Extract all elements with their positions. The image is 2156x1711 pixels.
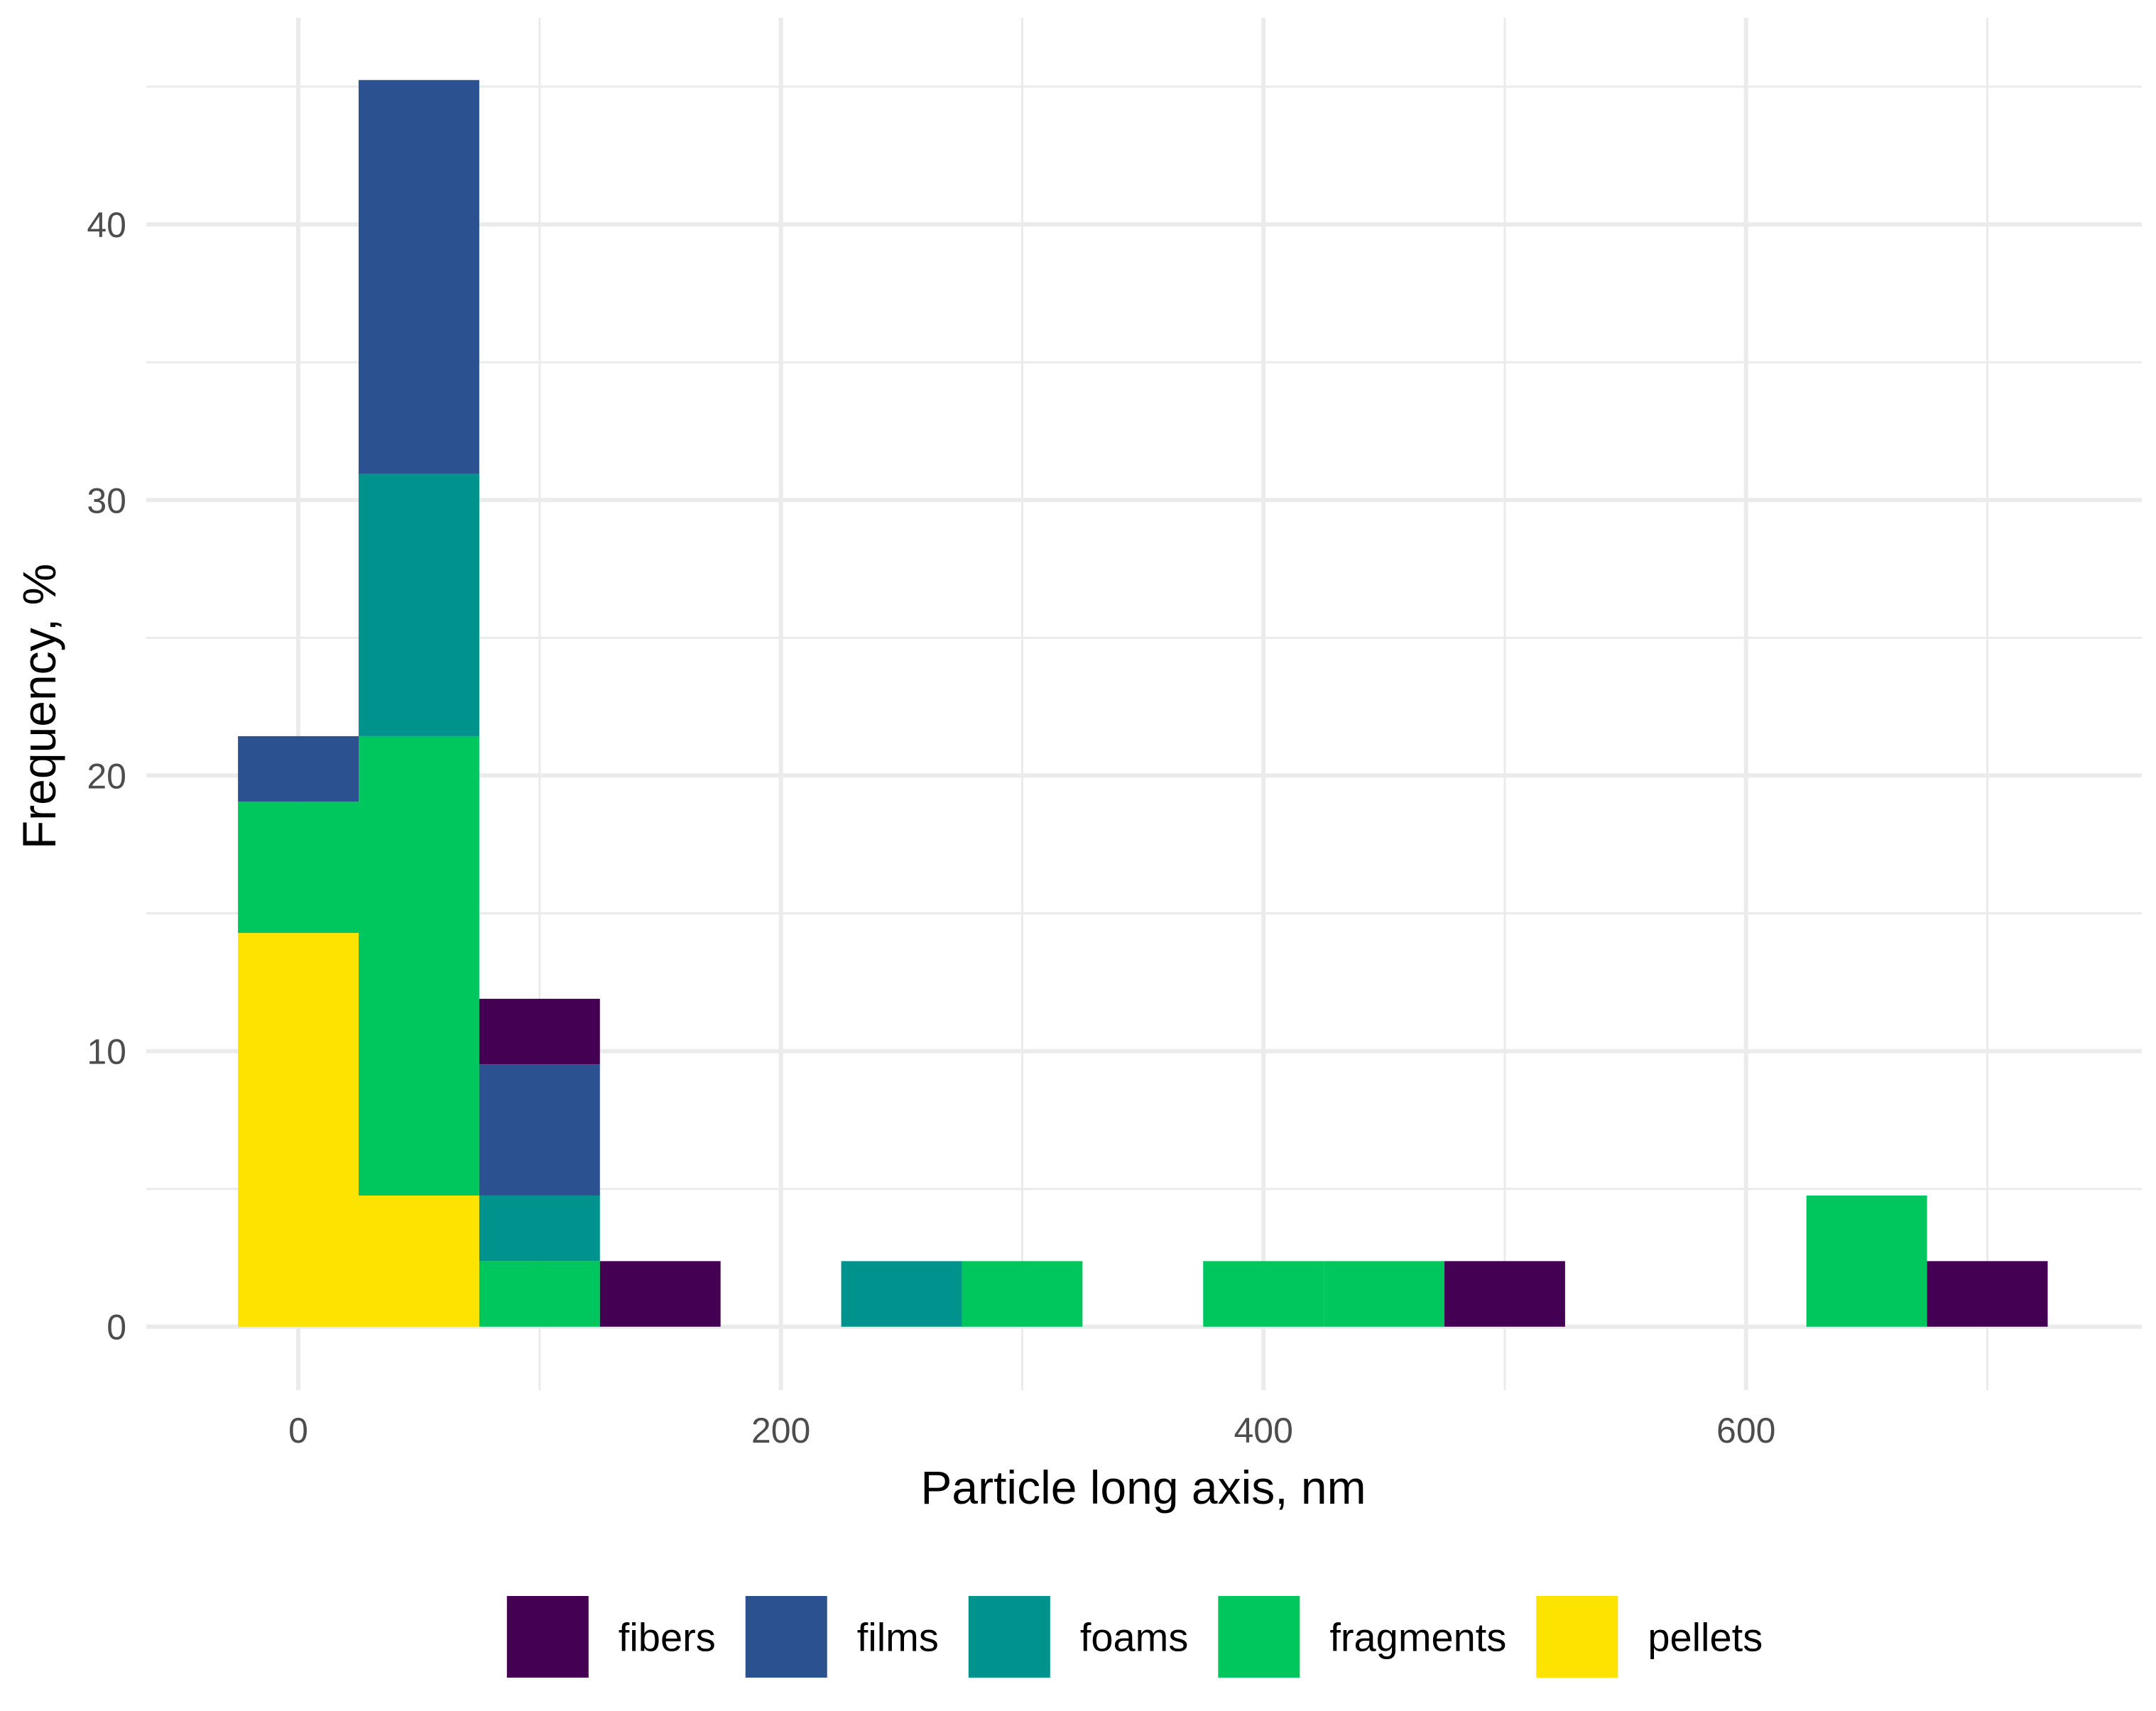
legend-label-fibers: fibers xyxy=(619,1615,716,1660)
bar-segment-foams xyxy=(479,1195,600,1262)
x-tick-label: 0 xyxy=(288,1411,308,1450)
x-tick-label: 400 xyxy=(1234,1411,1292,1450)
legend-key-fibers xyxy=(506,1596,589,1678)
bar-segment-pellets xyxy=(238,933,359,1327)
bar-segment-films xyxy=(238,736,359,802)
bar-segment-foams xyxy=(359,474,479,736)
bar-segment-fibers xyxy=(1927,1261,2048,1327)
bar-segment-fragments xyxy=(238,802,359,934)
bar-segment-fragments xyxy=(1324,1261,1445,1327)
bar-segment-fragments xyxy=(962,1261,1083,1327)
x-tick-label: 200 xyxy=(751,1411,810,1450)
bar-segment-fragments xyxy=(1203,1261,1324,1327)
bar-segment-fibers xyxy=(599,1261,721,1327)
bar-segment-fragments xyxy=(479,1261,600,1327)
y-tick-label: 0 xyxy=(107,1308,126,1348)
bar-segment-fibers xyxy=(479,998,600,1065)
y-tick-label: 40 xyxy=(87,205,126,245)
bar-segment-fragments xyxy=(1806,1195,1927,1327)
bars xyxy=(238,80,2048,1327)
legend-key-films xyxy=(745,1596,827,1678)
y-tick-label: 10 xyxy=(87,1032,126,1072)
bar-segment-fragments xyxy=(359,736,479,1196)
legend-label-films: films xyxy=(857,1615,939,1660)
axis-ticks: 0 200 400 600 0 10 20 30 40 xyxy=(87,205,1775,1450)
x-tick-label: 600 xyxy=(1716,1411,1775,1450)
legend-label-foams: foams xyxy=(1080,1615,1189,1660)
x-axis-title: Particle long axis, nm xyxy=(920,1461,1366,1514)
bar-segment-fibers xyxy=(1444,1261,1565,1327)
legend-key-pellets xyxy=(1536,1596,1618,1678)
bar-segment-pellets xyxy=(359,1195,479,1327)
y-tick-label: 20 xyxy=(87,756,126,796)
legend-key-fragments xyxy=(1218,1596,1300,1678)
y-tick-label: 30 xyxy=(87,481,126,520)
legend-label-pellets: pellets xyxy=(1648,1615,1763,1660)
bar-segment-foams xyxy=(841,1261,962,1327)
bar-segment-films xyxy=(479,1064,600,1196)
legend-label-fragments: fragments xyxy=(1329,1615,1506,1660)
bar-segment-films xyxy=(359,80,479,474)
y-axis-title: Frequency, % xyxy=(13,564,65,849)
legend: fibers films foams fragments pellets xyxy=(506,1596,1763,1678)
legend-key-foams xyxy=(968,1596,1050,1678)
